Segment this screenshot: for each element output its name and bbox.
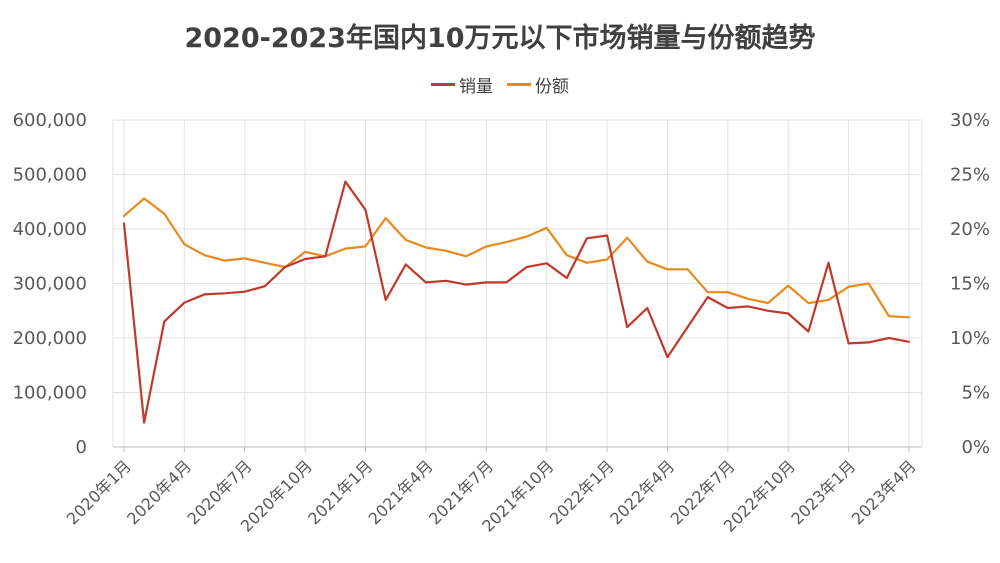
y-left-tick-label: 100,000 [13,383,87,404]
y-right-tick-label: 25% [950,165,990,186]
x-tick-label: 2020年1月 [63,456,135,528]
y-right-tick-label: 0% [961,437,990,458]
legend-swatch-share [507,83,531,86]
legend-item-share: 份额 [507,72,569,97]
y-left-tick-label: 600,000 [13,110,87,131]
y-left-tick-label: 500,000 [13,165,87,186]
y-left-tick-label: 200,000 [13,328,87,349]
legend-label-share: 份额 [535,77,569,97]
y-right-tick-label: 20% [950,219,990,240]
legend: 销量 份额 [0,72,1000,97]
x-tick-label: 2020年4月 [123,456,195,528]
legend-swatch-sales [431,83,455,86]
series-line-sales [122,180,911,424]
series-line-share [122,197,911,319]
x-tick-label: 2022年4月 [606,456,678,528]
y-left-tick-label: 0 [76,437,87,458]
x-tick-label: 2021年1月 [304,456,376,528]
y-right-tick-label: 10% [950,328,990,349]
legend-item-sales: 销量 [431,72,493,97]
y-left-tick-label: 400,000 [13,219,87,240]
x-tick-label: 2023年1月 [787,456,859,528]
chart-title: 2020-2023年国内10万元以下市场销量与份额趋势 [184,23,816,54]
y-left-tick-label: 300,000 [13,274,87,295]
x-tick-label: 2021年4月 [365,456,437,528]
y-right-tick-label: 30% [950,110,990,131]
legend-label-sales: 销量 [459,77,493,97]
x-tick-label: 2023年4月 [848,456,920,528]
y-right-tick-label: 15% [950,274,990,295]
y-right-tick-label: 5% [961,383,990,404]
x-tick-label: 2022年1月 [546,456,618,528]
